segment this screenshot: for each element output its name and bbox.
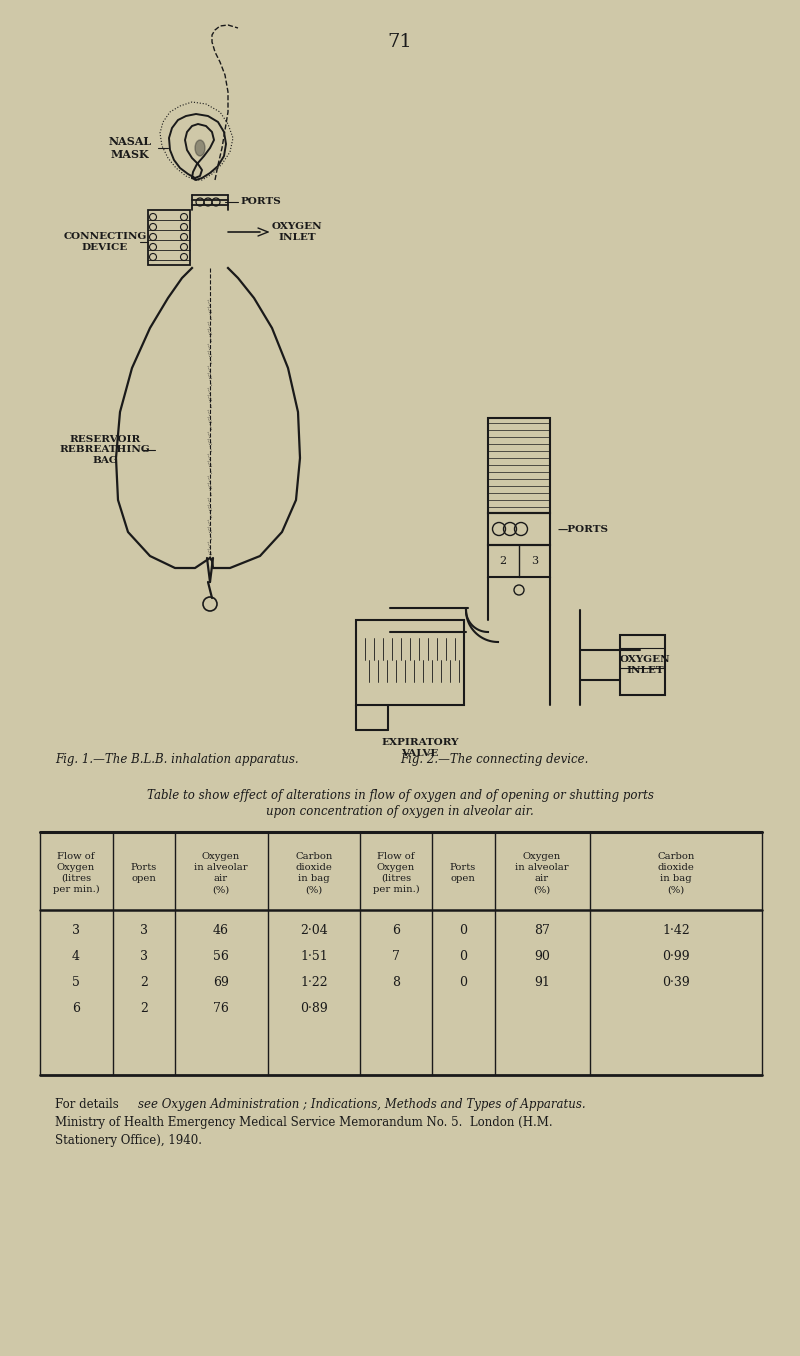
Text: 71: 71: [388, 33, 412, 52]
Text: 0·39: 0·39: [662, 975, 690, 989]
Text: 2·04: 2·04: [300, 923, 328, 937]
Bar: [148, 210, 190, 264]
Text: 7: 7: [392, 949, 400, 963]
Text: PORTS: PORTS: [240, 198, 281, 206]
Text: 46: 46: [213, 923, 229, 937]
Text: 4: 4: [72, 949, 80, 963]
Text: 5: 5: [72, 975, 80, 989]
Text: EXPIRATORY
VALVE: EXPIRATORY VALVE: [382, 738, 458, 758]
Text: Ministry of Health Emergency Medical Service Memorandum No. 5.  London (H.M.: Ministry of Health Emergency Medical Ser…: [55, 1116, 553, 1130]
Text: Ports
open: Ports open: [131, 862, 157, 883]
Text: Oxygen
in alveolar
air
(%): Oxygen in alveolar air (%): [515, 852, 569, 894]
Text: 3: 3: [140, 923, 148, 937]
Text: 2: 2: [140, 975, 148, 989]
Text: 6: 6: [392, 923, 400, 937]
Text: —PORTS: —PORTS: [558, 525, 609, 533]
Text: Fig. 1.—The B.L.B. inhalation apparatus.: Fig. 1.—The B.L.B. inhalation apparatus.: [55, 754, 298, 766]
Text: Carbon
dioxide
in bag
(%): Carbon dioxide in bag (%): [658, 852, 694, 894]
Bar: [488, 418, 550, 513]
Text: 0: 0: [459, 975, 467, 989]
Text: 1·22: 1·22: [300, 975, 328, 989]
Text: Flow of
Oxygen
(litres
per min.): Flow of Oxygen (litres per min.): [53, 852, 99, 894]
Text: Table to show effect of alterations in flow of oxygen and of opening or shutting: Table to show effect of alterations in f…: [146, 788, 654, 801]
Bar: [488, 545, 550, 578]
Bar: [488, 513, 550, 545]
Text: 2: 2: [499, 556, 506, 565]
Text: 69: 69: [213, 975, 229, 989]
Text: Fig. 2.—The connecting device.: Fig. 2.—The connecting device.: [400, 754, 588, 766]
Text: NASAL
MASK: NASAL MASK: [109, 136, 151, 160]
Text: 0·89: 0·89: [300, 1002, 328, 1014]
Text: 1·51: 1·51: [300, 949, 328, 963]
Text: 91: 91: [534, 975, 550, 989]
Text: OXYGEN
INLET: OXYGEN INLET: [620, 655, 670, 675]
Text: 56: 56: [213, 949, 229, 963]
Text: OXYGEN
INLET: OXYGEN INLET: [272, 222, 322, 241]
Text: upon concentration of oxygen in alveolar air.: upon concentration of oxygen in alveolar…: [266, 805, 534, 819]
Text: Stationery Office), 1940.: Stationery Office), 1940.: [55, 1134, 202, 1147]
Text: 3: 3: [140, 949, 148, 963]
Text: CONNECTING
DEVICE: CONNECTING DEVICE: [63, 232, 146, 252]
Text: 0: 0: [459, 949, 467, 963]
Text: 6: 6: [72, 1002, 80, 1014]
Text: 1·42: 1·42: [662, 923, 690, 937]
Text: 0·99: 0·99: [662, 949, 690, 963]
Text: Flow of
Oxygen
(litres
per min.): Flow of Oxygen (litres per min.): [373, 852, 419, 894]
Text: 2: 2: [140, 1002, 148, 1014]
Text: 8: 8: [392, 975, 400, 989]
Text: Oxygen
in alveolar
air
(%): Oxygen in alveolar air (%): [194, 852, 248, 894]
Text: 87: 87: [534, 923, 550, 937]
Text: 76: 76: [213, 1002, 229, 1014]
Text: 3: 3: [72, 923, 80, 937]
Text: For details: For details: [55, 1098, 122, 1111]
Bar: [620, 635, 665, 696]
Text: see Oxygen Administration ; Indications, Methods and Types of Apparatus.: see Oxygen Administration ; Indications,…: [138, 1098, 586, 1111]
Text: 0: 0: [459, 923, 467, 937]
Text: Carbon
dioxide
in bag
(%): Carbon dioxide in bag (%): [295, 852, 333, 894]
Bar: [356, 620, 464, 705]
Ellipse shape: [195, 140, 205, 156]
Text: RESERVOIR
REBREATHING
BAG: RESERVOIR REBREATHING BAG: [60, 435, 150, 465]
Text: 90: 90: [534, 949, 550, 963]
Text: 3: 3: [531, 556, 538, 565]
Text: Ports
open: Ports open: [450, 862, 476, 883]
